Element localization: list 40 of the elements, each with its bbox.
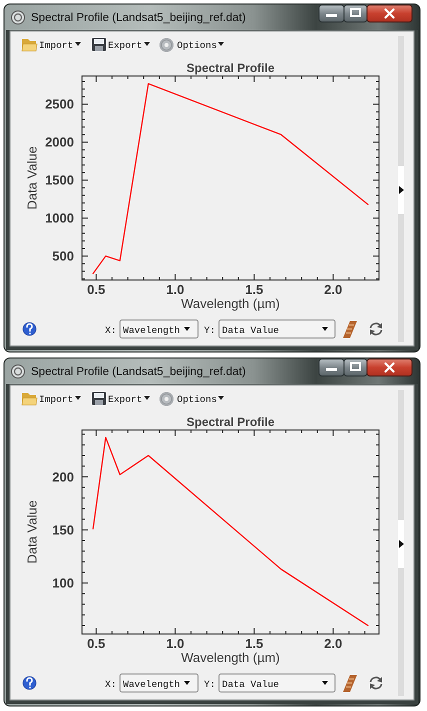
y-tick-label: 100 — [52, 576, 74, 590]
text: Import — [39, 394, 74, 405]
x-tick-label: 1.0 — [166, 636, 184, 651]
text: Spectral Profile (Landsat5_beijing_ref.dat) — [31, 12, 246, 24]
text: Y: — [204, 679, 216, 690]
x-tick-label: 1.5 — [245, 636, 264, 651]
x-axis-title: Wavelength (µm) — [181, 650, 280, 665]
y-tick-label: 2000 — [45, 134, 74, 150]
text: Wavelength — [123, 325, 180, 336]
y-tick-label: 2500 — [45, 96, 74, 112]
text: Data Value — [222, 325, 280, 336]
x-tick-label: 0.5 — [87, 282, 106, 297]
y-tick-label: 1500 — [45, 172, 74, 188]
x-axis-title: Wavelength (µm) — [181, 296, 280, 311]
text: Import — [39, 40, 74, 51]
text: Data Value — [222, 679, 280, 690]
text: Options — [177, 40, 217, 51]
text: X: — [105, 679, 116, 690]
chart-title: Spectral Profile — [186, 415, 275, 429]
x-tick-label: 0.5 — [87, 636, 106, 651]
y-tick-label: 150 — [52, 522, 74, 538]
text: X: — [105, 325, 116, 336]
x-tick-label: 1.5 — [245, 282, 264, 297]
y-axis-title: Data Value — [24, 146, 40, 210]
line-series — [92, 83, 369, 274]
text: Export — [108, 394, 142, 405]
line-series — [92, 436, 369, 626]
x-tick-label: 1.0 — [166, 282, 184, 297]
x-tick-label: 2.0 — [324, 636, 342, 651]
y-tick-label: 200 — [52, 469, 74, 484]
y-tick-label: 500 — [52, 248, 74, 264]
text: Spectral Profile (Landsat5_beijing_ref.dat) — [31, 366, 246, 378]
y-tick-label: 1000 — [45, 210, 74, 226]
text: Options — [177, 394, 217, 405]
text: Y: — [204, 325, 216, 336]
x-tick-label: 2.0 — [324, 282, 342, 297]
chart-title: Spectral Profile — [186, 61, 275, 75]
text: Wavelength — [123, 679, 180, 690]
y-axis-title: Data Value — [24, 500, 40, 564]
text: Export — [108, 40, 142, 51]
